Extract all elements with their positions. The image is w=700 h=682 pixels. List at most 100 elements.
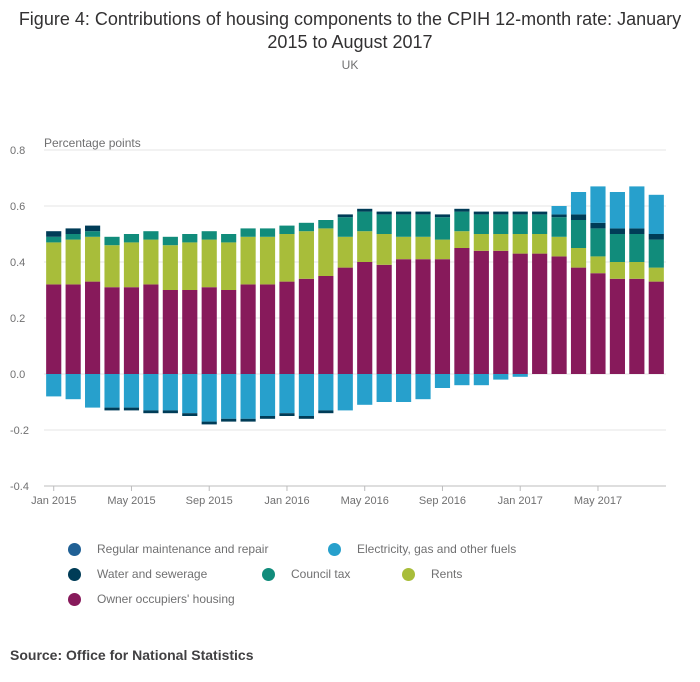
bar-segment	[143, 410, 159, 414]
bar-segment	[629, 228, 645, 234]
bar-segment	[337, 236, 353, 268]
bar-segment	[182, 290, 198, 374]
bar-segment	[415, 236, 431, 260]
legend-item-council-tax[interactable]: Council tax	[262, 567, 350, 581]
bar-segment	[85, 225, 101, 232]
bar-segment	[259, 416, 276, 419]
bar-segment	[65, 284, 81, 374]
bar-segment	[551, 217, 567, 237]
bar-segment	[648, 267, 664, 282]
bar-segment	[590, 228, 606, 257]
bar-segment	[648, 239, 664, 268]
bar-segment	[85, 374, 101, 408]
bar-segment	[648, 234, 664, 240]
bar-segment	[434, 239, 451, 260]
x-tick-label: May 2015	[107, 495, 155, 507]
bar-segment	[279, 225, 295, 234]
bar-segment	[221, 374, 237, 419]
bar-segment	[182, 242, 198, 290]
bar-segment	[104, 287, 120, 374]
y-tick-label: 0.8	[10, 145, 25, 157]
y-tick-label: 0.4	[10, 257, 25, 269]
legend-item-water[interactable]: Water and sewerage	[68, 567, 207, 581]
bar-segment	[376, 264, 392, 374]
bar-segment	[551, 236, 567, 257]
bar-segment	[162, 410, 178, 414]
bar-segment	[551, 206, 567, 215]
bar-segment	[221, 234, 237, 243]
x-tick-label: Jan 2016	[264, 495, 309, 507]
chart-plot: -0.4 -0.2 0.0 0.2 0.4 0.6 0.8 Jan 2015 May 2015 S…	[10, 145, 666, 507]
x-tick-label: Sep 2016	[419, 495, 466, 507]
source-note: Source: Office for National Statistics	[10, 647, 254, 663]
bar-segment	[279, 374, 295, 414]
bar-segment	[376, 374, 392, 402]
legend-label: Council tax	[291, 567, 351, 581]
bar-segment	[123, 374, 140, 408]
bar-segment	[434, 259, 451, 374]
bar-segment	[182, 413, 198, 416]
legend-label: Owner occupiers' housing	[97, 592, 235, 606]
bar-segment	[532, 214, 548, 234]
bar-segment	[85, 236, 101, 282]
bar-segment	[65, 228, 81, 234]
bar-segment	[493, 214, 509, 234]
bar-segment	[162, 236, 178, 246]
legend-swatch	[68, 567, 81, 581]
x-tick-label: May 2016	[341, 495, 389, 507]
bar-segment	[415, 374, 431, 400]
bar-segment	[493, 374, 509, 380]
legend-item-maintenance[interactable]: Regular maintenance and repair	[68, 542, 268, 556]
legend-item-electricity[interactable]: Electricity, gas and other fuels	[328, 542, 516, 556]
bar-segment	[570, 214, 587, 220]
bar-segment	[376, 214, 392, 234]
bar-segment	[143, 231, 159, 240]
bar-segment	[104, 245, 120, 288]
bar-segment	[104, 407, 120, 411]
legend-label: Rents	[431, 567, 463, 581]
bar-segment	[318, 220, 334, 229]
bar-segment	[454, 231, 470, 248]
bar-segment	[532, 253, 548, 374]
bar-segment	[454, 248, 470, 374]
bar-segment	[46, 242, 62, 285]
bar-segment	[434, 217, 451, 240]
bar-segment	[104, 236, 120, 246]
bar-segment	[221, 242, 237, 290]
chart-title: Figure 4: Contributions of housing compo…	[18, 9, 682, 52]
bar-segment	[357, 231, 373, 262]
bar-segment	[454, 211, 470, 232]
bar-segment	[46, 231, 62, 237]
legend-item-rents[interactable]: Rents	[402, 567, 462, 581]
bar-segment	[512, 211, 528, 215]
bar-segment	[279, 281, 295, 374]
bar-segment	[182, 234, 198, 243]
bar-segment	[551, 256, 567, 374]
bar-segment	[201, 287, 217, 374]
bar-segment	[259, 228, 276, 237]
bar-segment	[201, 374, 217, 422]
bar-segment	[85, 281, 101, 374]
bar-segment	[240, 374, 256, 419]
bar-segment	[143, 374, 159, 411]
bar-segment	[201, 239, 217, 288]
legend-item-owner-occupiers[interactable]: Owner occupiers' housing	[68, 592, 235, 606]
bar-segment	[532, 234, 548, 254]
bar-segment	[259, 284, 276, 374]
bar-segment	[240, 228, 256, 237]
bar-segment	[493, 250, 509, 374]
bar-segment	[201, 231, 217, 240]
bar-segment	[396, 211, 412, 215]
bar-segment	[512, 253, 528, 374]
bar-segment	[648, 194, 664, 234]
bar-segment	[298, 416, 314, 419]
bar-segment	[493, 211, 509, 215]
y-tick-label: -0.2	[10, 425, 29, 437]
bar-segment	[629, 186, 645, 229]
bar-segment	[512, 374, 528, 377]
bar-segment	[570, 267, 587, 374]
legend-swatch	[68, 542, 81, 556]
legend-swatch	[402, 567, 415, 581]
bar-segment	[570, 248, 587, 268]
bar-segment	[318, 410, 334, 414]
